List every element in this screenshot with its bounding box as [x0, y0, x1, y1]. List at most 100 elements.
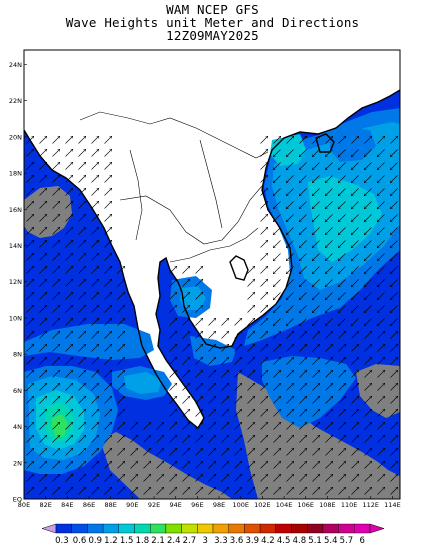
direction-arrow — [378, 149, 385, 157]
x-tick-label: 108E — [319, 501, 336, 509]
direction-arrow — [221, 449, 229, 456]
direction-arrow — [300, 175, 307, 183]
direction-arrow — [286, 410, 294, 417]
direction-arrow — [91, 137, 99, 144]
colorbar-label: 6 — [359, 536, 364, 546]
direction-arrow — [78, 410, 86, 417]
direction-arrow — [326, 227, 333, 235]
land-mainland — [24, 50, 400, 428]
direction-arrow — [312, 436, 320, 443]
direction-arrow — [26, 319, 34, 326]
direction-arrow — [260, 410, 268, 417]
direction-arrow — [390, 384, 398, 391]
direction-arrow — [286, 397, 294, 404]
direction-arrow — [365, 279, 372, 287]
y-tick-label: 20N — [9, 133, 22, 141]
direction-arrow — [313, 227, 320, 235]
x-tick-label: 86E — [83, 501, 95, 509]
direction-arrow — [260, 215, 268, 222]
direction-arrow — [299, 449, 307, 456]
direction-arrow — [352, 149, 359, 157]
direction-arrow — [364, 475, 372, 482]
direction-arrow — [234, 332, 242, 339]
direction-arrow — [104, 358, 112, 365]
direction-arrow — [26, 358, 34, 365]
direction-arrow — [26, 462, 34, 469]
direction-arrow — [91, 254, 99, 261]
direction-arrow — [339, 305, 346, 313]
direction-arrow — [260, 202, 268, 209]
direction-arrow — [208, 332, 216, 339]
colorbar-swatch — [354, 523, 371, 534]
direction-arrow — [39, 488, 47, 495]
direction-arrow — [300, 240, 307, 248]
direction-arrow — [390, 137, 398, 144]
direction-arrow — [104, 332, 112, 339]
direction-arrow — [195, 371, 203, 378]
direction-arrow — [26, 137, 34, 144]
direction-arrow — [182, 293, 190, 300]
direction-arrow — [351, 137, 359, 144]
direction-arrow — [352, 240, 359, 248]
direction-arrow — [260, 163, 268, 170]
direction-arrow — [169, 449, 177, 456]
direction-arrow — [91, 293, 99, 300]
direction-arrow — [78, 332, 86, 339]
direction-arrow — [260, 228, 268, 235]
direction-arrow — [117, 332, 125, 339]
direction-arrow — [78, 358, 86, 365]
direction-arrow — [117, 319, 125, 326]
direction-arrow — [313, 318, 320, 326]
x-tick-label: 82E — [39, 501, 51, 509]
colorbar-label: 3.6 — [230, 536, 244, 546]
direction-arrow — [234, 345, 242, 352]
colorbar-label: 2.4 — [167, 536, 181, 546]
direction-arrow — [65, 462, 73, 469]
direction-arrow — [325, 371, 333, 378]
direction-arrow — [260, 176, 268, 183]
direction-arrow — [169, 332, 177, 339]
direction-arrow — [273, 449, 281, 456]
direction-arrow — [312, 371, 320, 378]
direction-arrow — [195, 280, 203, 287]
direction-arrow — [39, 163, 47, 170]
direction-arrow — [299, 358, 307, 365]
direction-arrow — [117, 267, 125, 274]
map-frame — [23, 49, 401, 500]
colorbar-swatch — [244, 523, 261, 534]
direction-arrow — [52, 163, 60, 170]
direction-arrow — [104, 293, 112, 300]
direction-arrow — [390, 410, 398, 417]
direction-arrow — [117, 306, 125, 313]
colorbar-swatch — [322, 523, 339, 534]
direction-arrow — [169, 423, 177, 430]
direction-arrow — [313, 305, 320, 313]
direction-arrow — [300, 253, 307, 261]
direction-arrow — [286, 384, 294, 391]
direction-arrow — [260, 189, 268, 196]
direction-arrow — [287, 279, 294, 287]
direction-arrow — [195, 332, 203, 339]
y-tick-label: 14N — [9, 242, 22, 250]
direction-arrow — [234, 319, 242, 326]
colorbar-swatch — [102, 523, 119, 534]
direction-arrow — [78, 228, 86, 235]
direction-arrow — [52, 137, 60, 144]
direction-arrow — [286, 475, 294, 482]
direction-arrow — [325, 410, 333, 417]
direction-arrow — [247, 332, 255, 339]
direction-arrow — [274, 214, 281, 222]
direction-arrow — [325, 423, 333, 430]
direction-arrow — [169, 436, 177, 443]
direction-arrow — [338, 462, 346, 469]
direction-arrow — [156, 488, 164, 495]
direction-arrow — [117, 449, 125, 456]
direction-arrow — [182, 345, 190, 352]
direction-arrow — [208, 371, 216, 378]
x-tick-label: 84E — [61, 501, 73, 509]
direction-arrow — [52, 267, 60, 274]
direction-arrow — [65, 332, 73, 339]
direction-arrow — [52, 254, 60, 261]
direction-arrow — [313, 279, 320, 287]
direction-arrow — [52, 488, 60, 495]
